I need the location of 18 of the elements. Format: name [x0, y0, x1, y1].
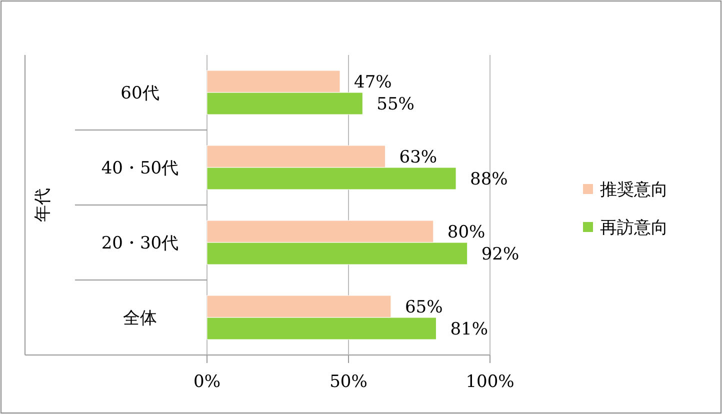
legend-label: 推奨意向 — [600, 180, 668, 200]
y-tick-label: 60代 — [120, 84, 160, 104]
data-label: 88% — [470, 170, 508, 190]
data-label: 47% — [354, 72, 392, 92]
x-tick-label: 0% — [194, 372, 220, 392]
y-tick-label: 40・50代 — [101, 158, 179, 178]
legend-label: 再訪意向 — [600, 218, 668, 238]
data-label: 65% — [404, 298, 443, 318]
y-tick-label: 20・30代 — [101, 234, 179, 254]
data-label: 55% — [376, 94, 414, 114]
data-label: 80% — [447, 222, 486, 242]
y-tick-label: 全体 — [123, 308, 157, 328]
data-label: 63% — [399, 148, 438, 168]
data-label: 92% — [481, 244, 520, 264]
x-tick-label: 50% — [330, 372, 368, 392]
y-axis-title: 年代 — [33, 188, 53, 222]
x-tick-label: 100% — [466, 372, 514, 392]
data-label: 81% — [450, 320, 488, 340]
